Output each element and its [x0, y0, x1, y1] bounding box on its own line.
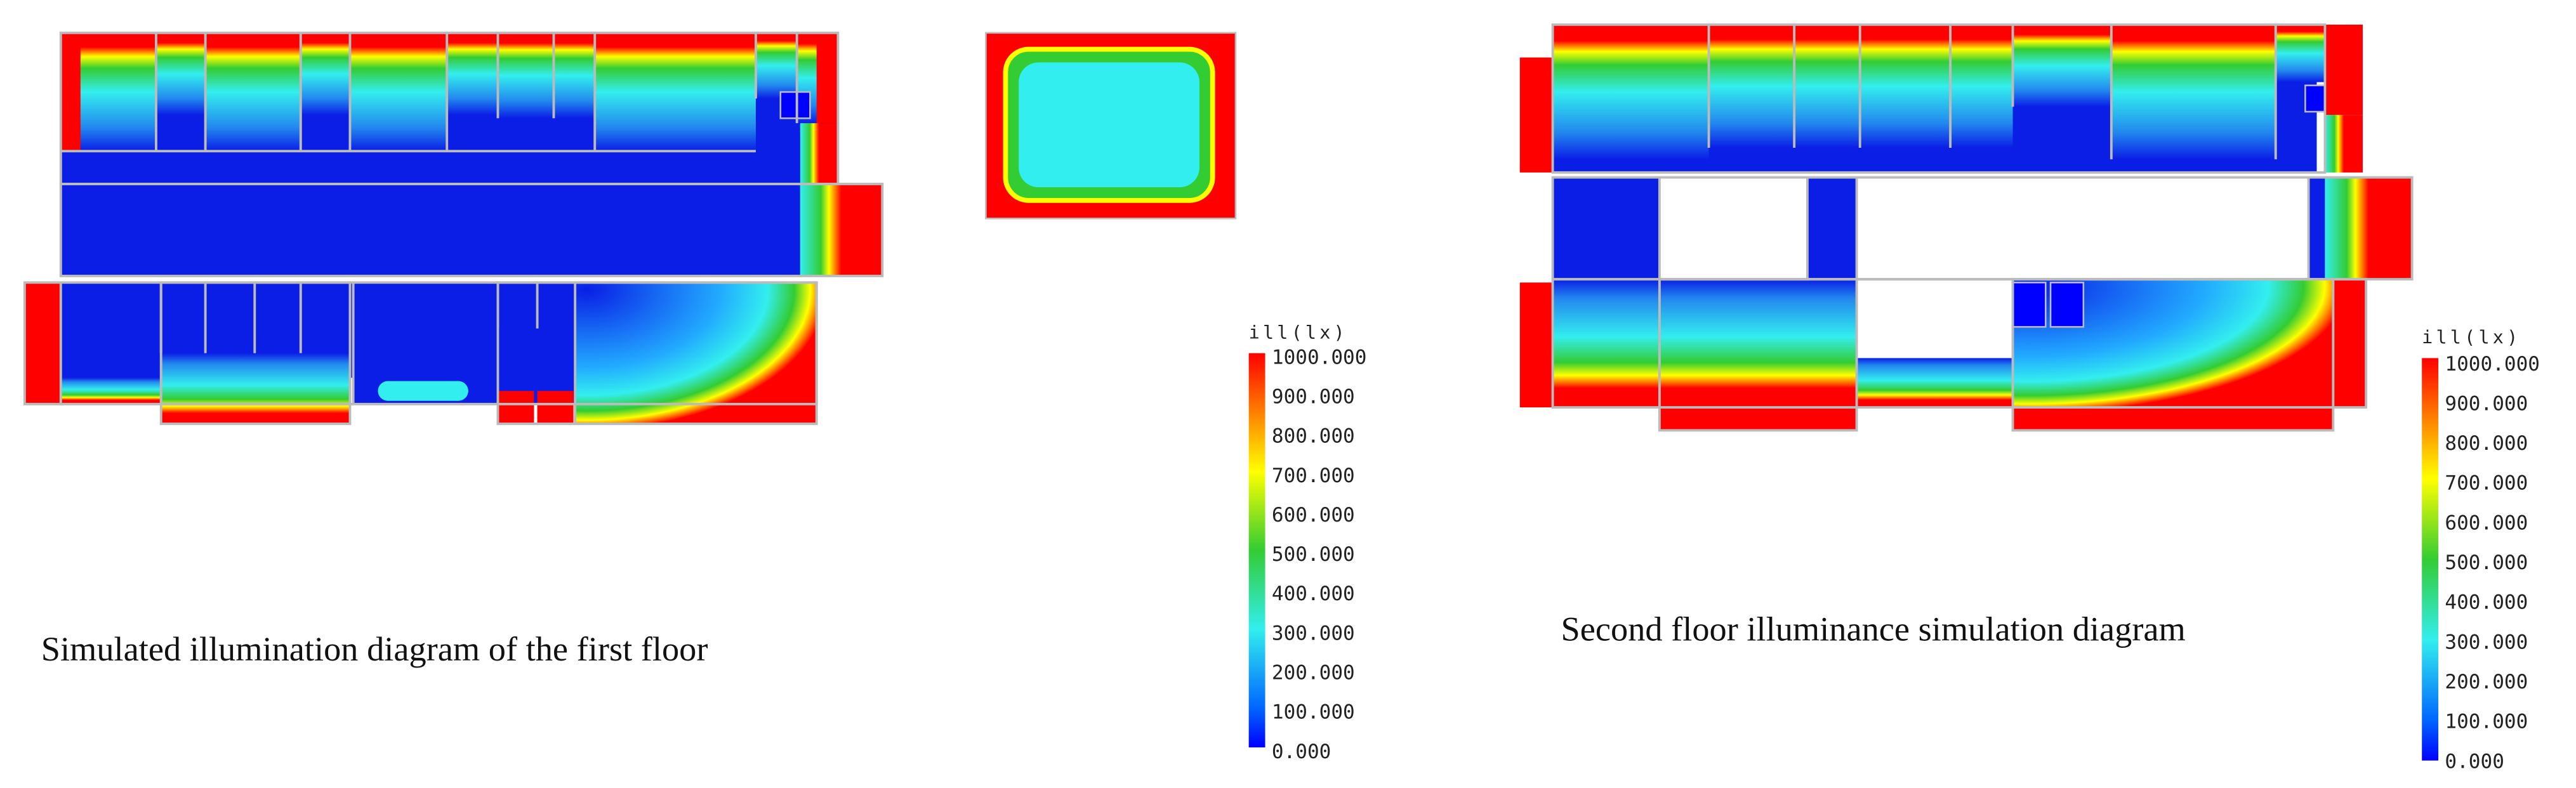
- legend-tick-label: 100.000: [2445, 711, 2528, 733]
- legend-tick-label: 500.000: [2445, 551, 2528, 574]
- legend-tick-label: 200.000: [1272, 661, 1355, 684]
- second-floor-plan: [1519, 23, 2414, 432]
- legend-tick-label: 0.000: [2445, 750, 2504, 773]
- legend-tick-label: 900.000: [2445, 392, 2528, 415]
- legend-tick-label: 300.000: [2445, 631, 2528, 653]
- plans: ill(lx) ill(lx) 1000.000 900.000 800.000 70…: [23, 23, 2540, 773]
- caption: Simulated illumination diagram of the fi…: [41, 630, 708, 668]
- legend-tick-label: 400.000: [1272, 582, 1355, 605]
- colorbar: [2422, 358, 2439, 761]
- first-floor-annex: [985, 32, 1237, 220]
- legend-tick-label: 600.000: [2445, 511, 2528, 534]
- legend-tick-label: 900.000: [1272, 386, 1355, 409]
- legend-tick-label: 300.000: [1272, 622, 1355, 645]
- legend-ticks: 1000.000 900.000 800.000 700.000 600.000 500.…: [2445, 353, 2540, 773]
- legend-tick-label: 0.000: [1272, 740, 1331, 763]
- legend-tick-label: 100.000: [1272, 701, 1355, 724]
- legend-tick-label: 800.000: [2445, 432, 2528, 455]
- legend-tick-label: 400.000: [2445, 591, 2528, 614]
- legend-title: ill(lx): [1249, 322, 1348, 343]
- legend-tick-label: 700.000: [2445, 472, 2528, 495]
- legend-tick-label: 1000.000: [2445, 353, 2540, 376]
- legend-title: ill(lx): [2422, 327, 2521, 348]
- legend-tick-label: 700.000: [1272, 464, 1355, 487]
- first-floor-plan: [23, 31, 884, 425]
- caption: Second floor illuminance simulation diag…: [1561, 610, 2186, 648]
- colorbar: [1248, 353, 1265, 747]
- legend-tick-label: 600.000: [1272, 504, 1355, 527]
- legend-tick-label: 800.000: [1272, 425, 1355, 448]
- legend-tick-label: 200.000: [2445, 671, 2528, 693]
- legend-tick-label: 1000.000: [1272, 346, 1367, 369]
- legend-ticks: 1000.000 900.000 800.000 700.000 600.000 500.…: [1272, 346, 1367, 763]
- legend-tick-label: 500.000: [1272, 543, 1355, 566]
